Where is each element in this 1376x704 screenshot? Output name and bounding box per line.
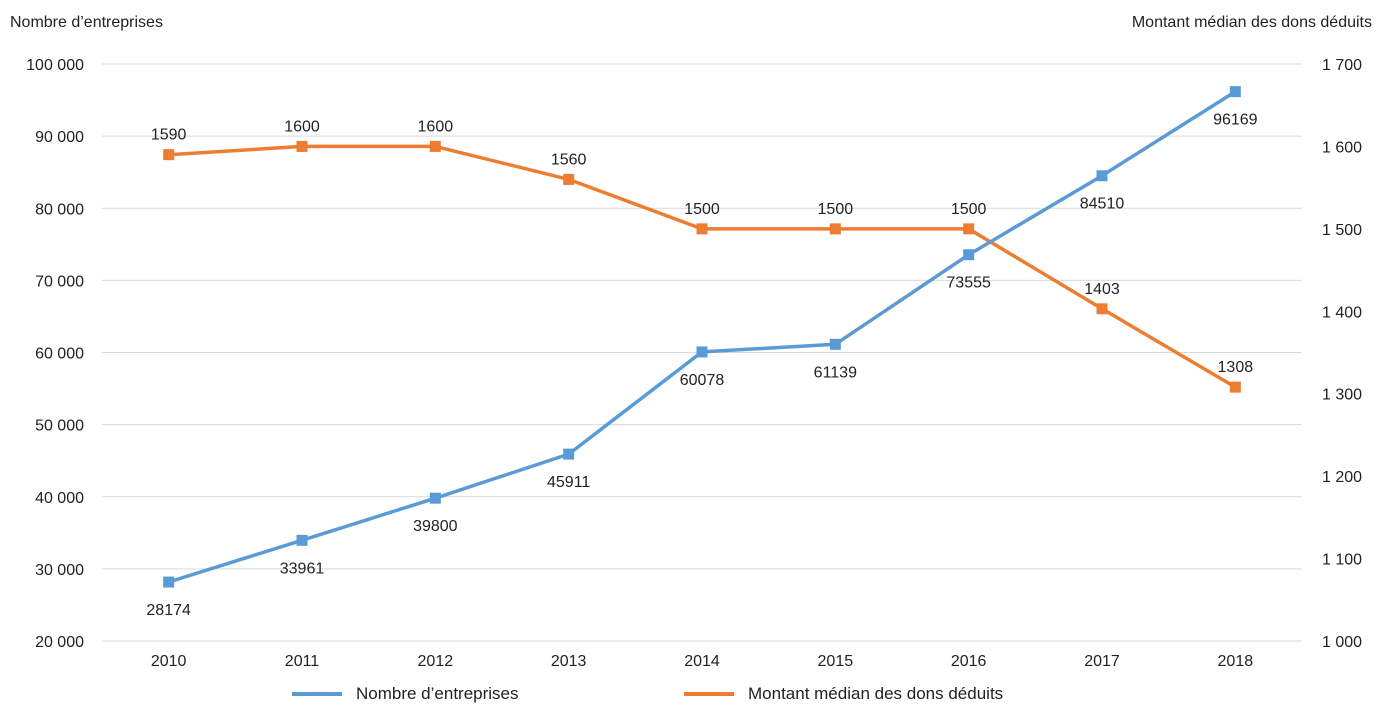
data-point-marker	[296, 534, 308, 546]
legend: Nombre d’entreprises Montant médian des …	[0, 684, 1376, 704]
right-tick-label: 1 200	[1322, 469, 1362, 486]
x-tick-label: 2015	[818, 653, 854, 670]
data-label: 1560	[551, 151, 587, 168]
x-tick-label: 2012	[418, 653, 454, 670]
right-tick-label: 1 400	[1322, 304, 1362, 321]
x-tick-label: 2014	[684, 653, 720, 670]
right-tick-label: 1 700	[1322, 57, 1362, 74]
data-point-marker	[1229, 381, 1241, 393]
left-tick-label: 80 000	[35, 201, 84, 218]
data-point-marker	[163, 149, 175, 161]
data-point-marker	[563, 448, 575, 460]
left-tick-label: 90 000	[35, 129, 84, 146]
data-label: 96169	[1213, 112, 1258, 129]
data-point-marker	[563, 173, 575, 185]
data-label: 28174	[146, 602, 191, 619]
data-label: 1500	[684, 201, 720, 218]
data-point-marker	[829, 223, 841, 235]
data-point-marker	[1229, 86, 1241, 98]
right-tick-label: 1 300	[1322, 387, 1362, 404]
right-axis-title: Montant médian des dons déduits	[1131, 14, 1372, 31]
data-point-marker	[429, 140, 441, 152]
x-tick-label: 2011	[285, 653, 320, 670]
data-label: 33961	[280, 560, 325, 577]
data-point-marker	[963, 223, 975, 235]
data-point-marker	[829, 338, 841, 350]
data-point-marker	[696, 223, 708, 235]
x-tick-label: 2010	[151, 653, 187, 670]
data-point-marker	[429, 492, 441, 504]
data-point-marker	[1096, 303, 1108, 315]
legend-label: Nombre d’entreprises	[356, 684, 519, 703]
series-layer	[163, 86, 1241, 588]
data-label: 84510	[1080, 196, 1125, 213]
left-tick-label: 40 000	[35, 490, 84, 507]
data-label: 73555	[946, 275, 991, 292]
left-tick-label: 50 000	[35, 418, 84, 435]
legend-swatch-blue	[292, 692, 342, 696]
data-labels: 1590 1600 1600 1560 1500 1500 1500 1403 1308 2817…	[146, 112, 1257, 619]
data-label: 1308	[1218, 359, 1254, 376]
left-tick-label: 100 000	[26, 57, 84, 74]
legend-item-nombre-entreprises: Nombre d’entreprises	[292, 684, 519, 704]
data-label: 1600	[418, 118, 454, 135]
data-label: 1600	[284, 118, 320, 135]
data-point-marker	[163, 576, 175, 588]
left-axis-title: Nombre d’entreprises	[10, 14, 163, 31]
data-label: 45911	[547, 474, 590, 491]
data-label: 1500	[951, 201, 987, 218]
data-label: 1500	[818, 201, 854, 218]
right-tick-label: 1 000	[1322, 634, 1362, 651]
left-tick-label: 30 000	[35, 562, 84, 579]
left-tick-label: 60 000	[35, 346, 84, 363]
right-tick-label: 1 600	[1322, 139, 1362, 156]
data-label: 39800	[413, 518, 458, 535]
x-tick-label: 2017	[1084, 653, 1120, 670]
data-label: 1590	[151, 127, 187, 144]
data-label: 1403	[1084, 281, 1120, 298]
legend-label: Montant médian des dons déduits	[748, 684, 1004, 703]
right-axis-ticks: 1 000 1 100 1 200 1 300 1 400 1 500 1 600 1 700	[1322, 57, 1362, 651]
x-tick-label: 2013	[551, 653, 587, 670]
x-tick-label: 2016	[951, 653, 987, 670]
data-point-marker	[963, 249, 975, 261]
left-axis-ticks: 20 000 30 000 40 000 50 000 60 000 70 000 80 0…	[26, 57, 84, 651]
left-tick-label: 20 000	[35, 634, 84, 651]
data-label: 60078	[680, 372, 725, 389]
legend-swatch-orange	[684, 692, 734, 696]
gridlines	[102, 63, 1302, 642]
x-axis-ticks: 2010 2011 2012 2013 2014 2015 2016 2017 2018	[151, 653, 1253, 670]
data-point-marker	[1096, 170, 1108, 182]
right-tick-label: 1 100	[1322, 552, 1362, 569]
data-point-marker	[696, 346, 708, 358]
series-line-nombre-entreprises	[168, 90, 1237, 584]
data-point-marker	[296, 140, 308, 152]
left-tick-label: 70 000	[35, 273, 84, 290]
right-tick-label: 1 500	[1322, 222, 1362, 239]
legend-item-montant-median: Montant médian des dons déduits	[684, 684, 1003, 704]
x-tick-label: 2018	[1218, 653, 1254, 670]
data-label: 61139	[814, 364, 857, 381]
